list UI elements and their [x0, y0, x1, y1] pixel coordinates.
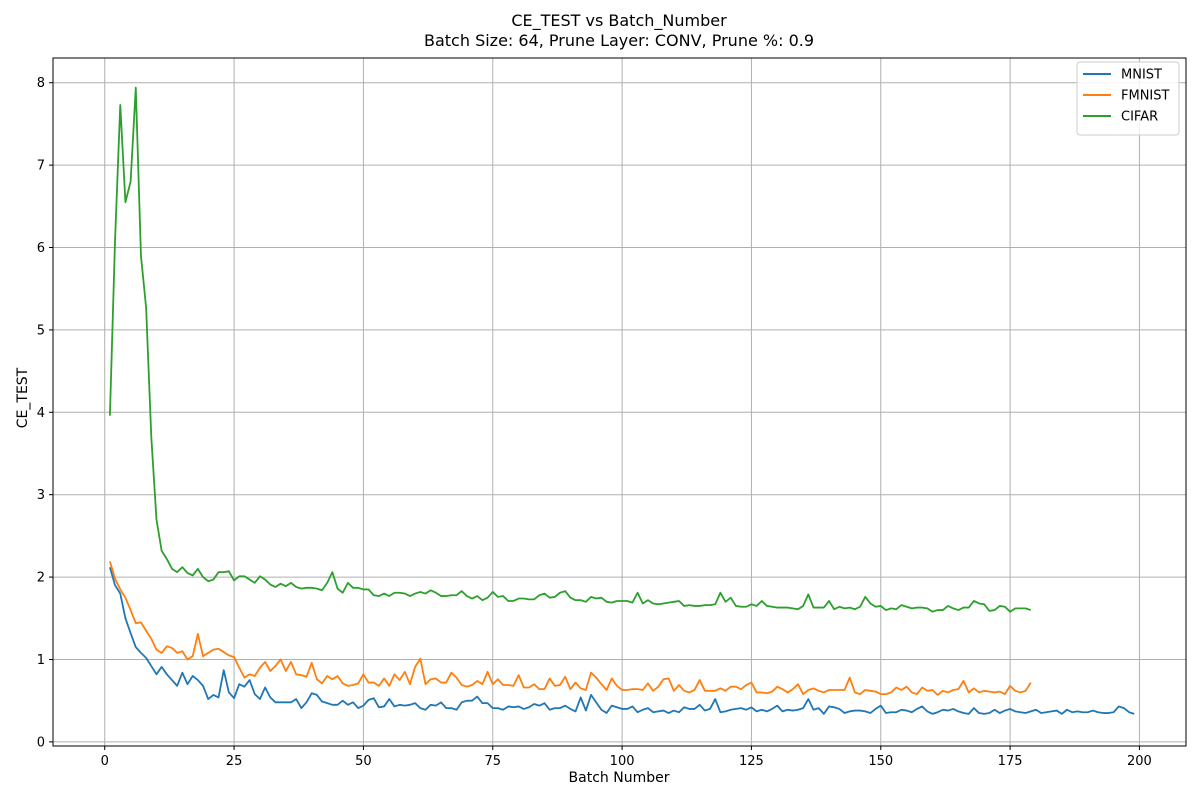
- y-tick-label: 2: [37, 571, 45, 586]
- y-tick-label: 1: [37, 653, 45, 668]
- plot-series: [109, 86, 1135, 715]
- axis-ticks: 0 25 50 75 100 125 150 175 200 0 1 2 3 4 5 6 7 8: [37, 76, 1152, 769]
- y-axis-label: CE_TEST: [15, 367, 31, 428]
- y-tick-label: 4: [37, 406, 45, 421]
- series-line-fmnist: [109, 561, 1032, 696]
- chart-subtitle: Batch Size: 64, Prune Layer: CONV, Prune…: [424, 31, 814, 50]
- x-tick-label: 100: [610, 754, 635, 769]
- y-tick-label: 7: [37, 159, 45, 174]
- series-line-mnist: [109, 566, 1135, 715]
- x-tick-label: 25: [226, 754, 243, 769]
- y-tick-label: 5: [37, 323, 45, 338]
- x-tick-label: 150: [868, 754, 893, 769]
- x-tick-label: 125: [739, 754, 764, 769]
- legend: MNIST FMNIST CIFAR: [1076, 61, 1180, 136]
- x-axis-label: Batch Number: [569, 770, 670, 786]
- legend-label-cifar: CIFAR: [1121, 110, 1158, 125]
- legend-label-mnist: MNIST: [1121, 68, 1162, 83]
- chart-title: CE_TEST vs Batch_Number: [511, 11, 727, 31]
- y-tick-label: 8: [37, 76, 45, 91]
- plot-frame: [52, 57, 1187, 747]
- legend-label-fmnist: FMNIST: [1121, 89, 1170, 104]
- x-tick-label: 75: [484, 754, 501, 769]
- y-tick-label: 3: [37, 488, 45, 503]
- grid: [53, 58, 1186, 746]
- x-tick-label: 0: [101, 754, 109, 769]
- y-tick-label: 6: [37, 241, 45, 256]
- x-tick-label: 200: [1127, 754, 1152, 769]
- x-tick-label: 175: [998, 754, 1023, 769]
- x-tick-label: 50: [355, 754, 372, 769]
- series-line-cifar: [109, 86, 1032, 613]
- y-tick-label: 0: [37, 735, 45, 750]
